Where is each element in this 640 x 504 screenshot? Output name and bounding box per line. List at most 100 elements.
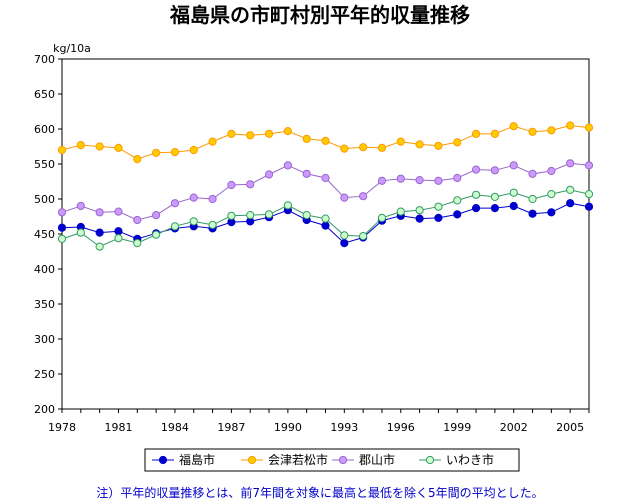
data-point <box>340 144 349 153</box>
legend-label: 会津若松市 <box>268 452 328 467</box>
y-tick-label: 650 <box>34 88 55 101</box>
data-point <box>227 129 236 138</box>
data-point <box>95 208 104 217</box>
data-point <box>246 180 255 189</box>
data-point <box>208 220 217 229</box>
data-point <box>170 148 180 157</box>
data-point <box>189 145 198 155</box>
y-tick-label: 600 <box>34 123 55 136</box>
legend-label: 郡山市 <box>359 452 395 467</box>
data-point <box>152 211 161 220</box>
data-point <box>170 199 180 208</box>
data-point <box>170 222 180 231</box>
data-point <box>566 199 575 208</box>
y-tick-label: 300 <box>34 333 55 346</box>
data-point <box>453 173 462 183</box>
data-point <box>453 196 462 205</box>
data-point <box>547 190 556 199</box>
data-point <box>95 242 104 251</box>
data-point <box>471 129 481 138</box>
data-point <box>566 121 575 130</box>
y-tick-label: 200 <box>34 403 55 416</box>
x-tick-label: 1996 <box>387 421 415 434</box>
data-point <box>208 137 217 146</box>
data-point <box>152 230 161 239</box>
data-point <box>283 201 292 210</box>
y-tick-label: 500 <box>34 193 55 206</box>
x-tick-label: 1987 <box>217 421 245 434</box>
data-point <box>584 190 594 199</box>
x-tick-label: 1999 <box>443 421 471 434</box>
data-point <box>434 213 443 222</box>
data-point <box>359 232 368 241</box>
y-tick-label: 350 <box>34 298 55 311</box>
data-point <box>490 192 499 201</box>
y-tick-label: 700 <box>34 53 55 66</box>
data-point <box>302 211 311 220</box>
data-point <box>57 208 67 217</box>
data-point <box>547 126 556 135</box>
data-point <box>321 173 330 183</box>
data-point <box>566 159 575 168</box>
series-2 <box>57 159 594 225</box>
data-point <box>246 131 255 140</box>
data-point <box>283 127 292 136</box>
legend-item: 会津若松市 <box>241 452 328 467</box>
data-point <box>359 192 368 201</box>
legend-label: 福島市 <box>179 452 215 467</box>
data-point <box>359 143 368 152</box>
data-point <box>283 161 292 170</box>
data-point <box>133 239 142 248</box>
legend-item: 郡山市 <box>332 452 395 467</box>
data-point <box>152 148 161 157</box>
data-point <box>377 143 387 152</box>
data-point <box>528 169 537 178</box>
y-axis-label: kg/10a <box>53 42 91 55</box>
x-tick-label: 1990 <box>274 421 302 434</box>
data-point <box>114 207 123 216</box>
x-tick-label: 1984 <box>161 421 189 434</box>
data-point <box>396 207 405 216</box>
data-point <box>133 155 142 164</box>
data-point <box>76 201 85 211</box>
data-point <box>133 215 142 225</box>
y-tick-label: 450 <box>34 228 55 241</box>
data-point <box>528 194 537 204</box>
data-point <box>584 123 594 132</box>
data-point <box>264 129 274 138</box>
data-point <box>95 142 104 151</box>
data-point <box>396 174 405 183</box>
series-layer <box>57 121 594 251</box>
data-point <box>208 194 217 204</box>
data-point <box>509 188 518 197</box>
data-point <box>340 239 349 248</box>
data-point <box>321 214 330 223</box>
data-point <box>584 161 594 170</box>
data-point <box>471 204 481 213</box>
data-point <box>471 190 481 199</box>
data-point <box>509 122 518 131</box>
data-point <box>453 138 462 147</box>
data-point <box>509 161 518 170</box>
y-tick-label: 250 <box>34 368 55 381</box>
data-point <box>340 193 349 202</box>
data-point <box>76 228 85 237</box>
data-point <box>415 140 424 149</box>
data-point <box>114 227 123 236</box>
data-point <box>264 210 274 219</box>
data-point <box>302 169 311 178</box>
x-axis: 1978 1981 1984 1987 1990 1993 1996 1999 2002 2005 <box>48 409 590 434</box>
data-point <box>490 166 499 175</box>
y-tick-label: 550 <box>34 158 55 171</box>
data-point <box>396 137 405 146</box>
y-axis: 200 250 300 350 400 450 500 550 600 650 700 <box>34 53 62 416</box>
data-point <box>490 204 499 213</box>
legend-marker <box>158 455 168 465</box>
legend-marker <box>338 455 348 465</box>
data-point <box>547 166 556 176</box>
legend-item: いわき市 <box>419 452 494 467</box>
data-point <box>377 176 387 185</box>
data-point <box>415 206 424 215</box>
series-1 <box>57 121 594 164</box>
